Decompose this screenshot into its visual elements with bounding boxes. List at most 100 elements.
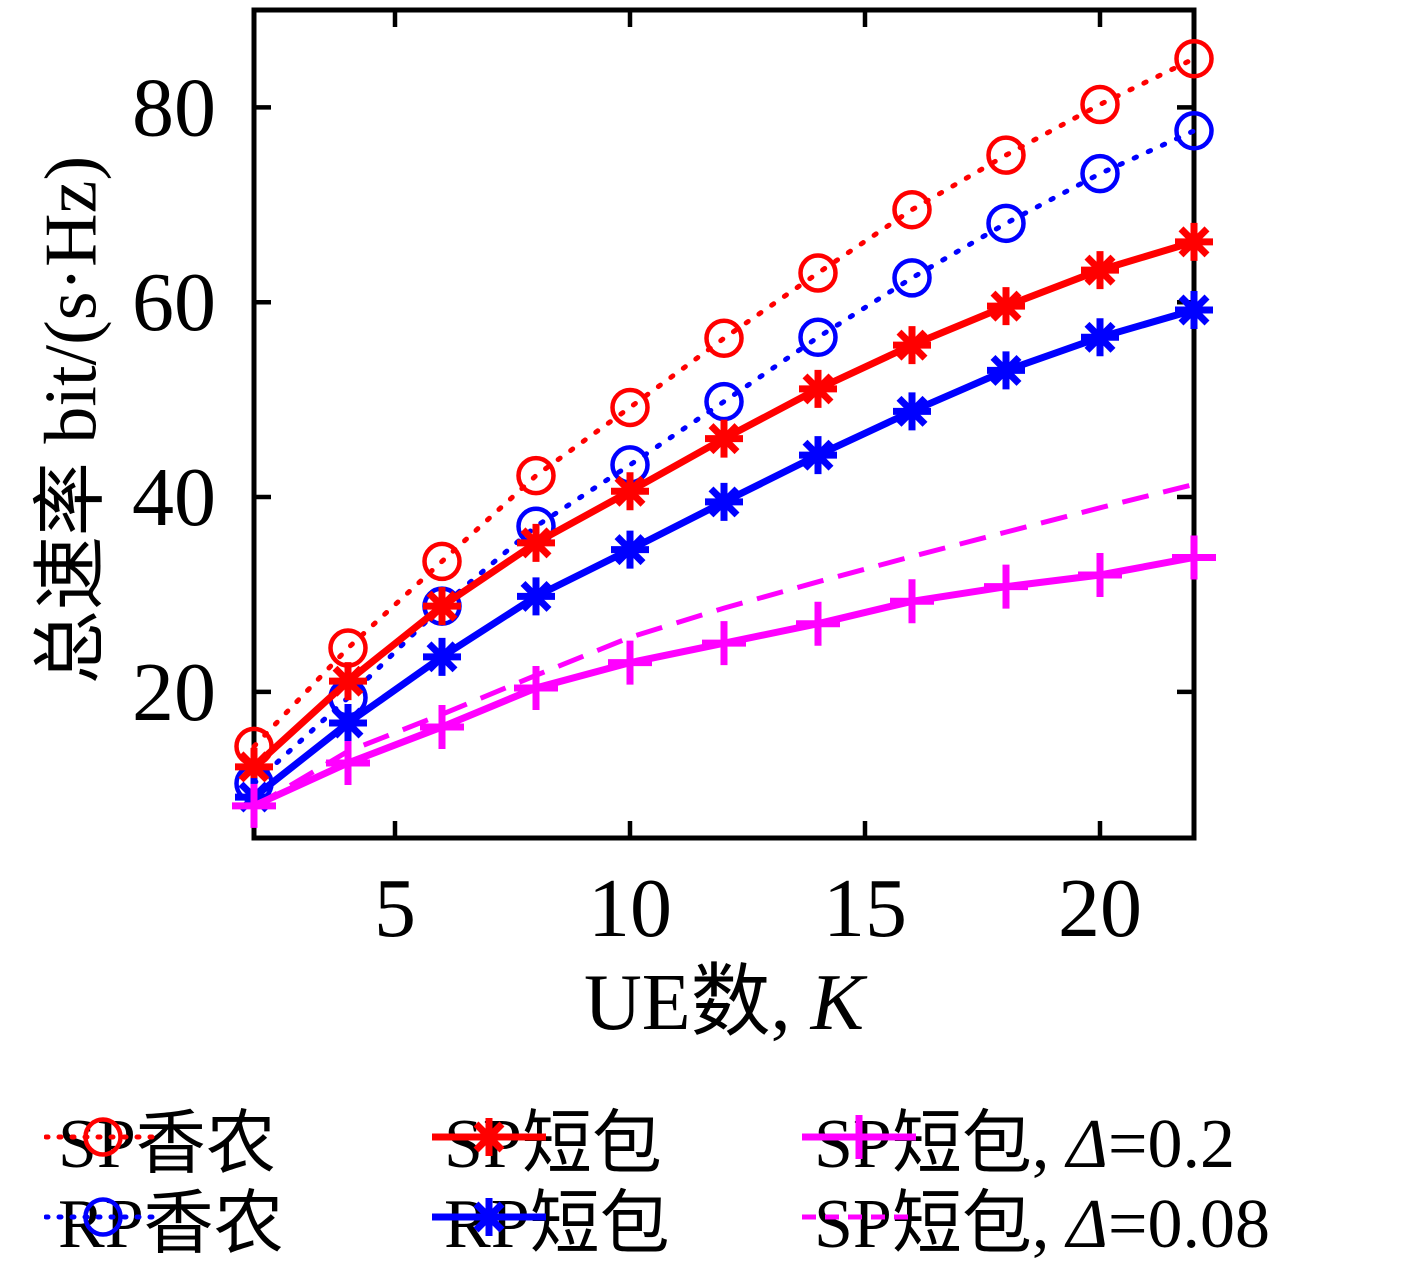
asterisk-marker — [423, 587, 461, 626]
asterisk-marker — [893, 392, 931, 431]
circle-marker-shape — [83, 1197, 123, 1237]
asterisk-d2 — [614, 534, 646, 566]
legend-asterisk-marker — [470, 1198, 508, 1236]
asterisk-d2 — [802, 373, 834, 405]
legend-sample — [44, 1117, 162, 1157]
plus-marker — [608, 640, 652, 685]
asterisk-marker — [611, 472, 649, 511]
plus-marker — [1078, 552, 1122, 597]
x-tick-label: 5 — [374, 862, 416, 955]
plus-marker — [326, 740, 370, 785]
asterisk-marker — [517, 523, 555, 562]
y-axis-label: 总速率 bit/(s·Hz) — [30, 155, 113, 685]
asterisk-d2 — [614, 475, 646, 507]
plus-marker — [890, 579, 934, 624]
x-tick-label: 10 — [588, 862, 672, 955]
circle-marker — [986, 135, 1026, 175]
circle-marker — [328, 628, 368, 668]
x-tick-label: 15 — [823, 862, 907, 955]
circle-marker-shape — [704, 381, 744, 422]
plus-marker — [514, 665, 558, 710]
legend-asterisk-marker — [470, 1118, 508, 1156]
asterisk-d2 — [332, 665, 364, 697]
asterisk-marker — [893, 326, 931, 365]
asterisk-marker — [705, 419, 743, 458]
plus-marker — [796, 601, 840, 646]
legend-item-4: RP短包 — [430, 1177, 670, 1263]
asterisk-d2 — [1178, 226, 1210, 258]
series-line — [252, 554, 1195, 810]
circle-marker — [1080, 153, 1120, 194]
legend-item-1: SP香农 — [44, 1097, 276, 1183]
circle-marker — [798, 317, 838, 358]
legend-label: SP短包, Δ=0.08 — [814, 1185, 1270, 1263]
plus-marker — [984, 564, 1028, 609]
circle-marker-shape — [1080, 153, 1120, 194]
legend-item-6: SP短包, Δ=0.08 — [800, 1177, 1270, 1263]
circle-marker — [610, 387, 650, 428]
circle-marker-shape — [83, 1117, 123, 1157]
circle-marker-shape — [798, 317, 838, 358]
legend-item-3: SP短包 — [430, 1097, 662, 1183]
y-tick-label: 20 — [132, 646, 216, 739]
asterisk-d2 — [520, 580, 552, 612]
asterisk-marker — [799, 436, 837, 475]
series-line — [252, 481, 1195, 809]
asterisk-marker — [799, 369, 837, 408]
series-line — [251, 56, 1197, 749]
asterisk-marker — [329, 662, 367, 701]
asterisk-marker — [611, 530, 649, 569]
circle-marker-shape — [986, 203, 1026, 244]
circle-marker — [798, 253, 838, 293]
asterisk-d2 — [520, 527, 552, 559]
circle-marker-shape — [1174, 38, 1214, 79]
asterisk-d2 — [896, 329, 928, 361]
series-line — [251, 128, 1197, 786]
circle-marker — [422, 541, 462, 582]
asterisk-d2 — [332, 707, 364, 739]
circle-marker — [892, 189, 932, 230]
x-tick-label: 20 — [1058, 862, 1142, 955]
asterisk-marker — [987, 287, 1025, 326]
asterisk-d2 — [708, 423, 740, 455]
plus-marker — [420, 704, 464, 749]
asterisk-marker — [1081, 318, 1119, 357]
circle-marker — [704, 318, 744, 359]
asterisk-d2 — [426, 641, 458, 673]
circle-marker — [704, 381, 744, 422]
plus-marker — [1172, 535, 1216, 580]
plot-border — [251, 7, 1197, 841]
asterisk-d2 — [802, 439, 834, 471]
circle-marker-shape — [798, 253, 838, 293]
circle-marker-shape — [610, 387, 650, 428]
plus-marker — [702, 621, 746, 666]
circle-marker-shape — [1080, 84, 1120, 125]
asterisk-d2 — [473, 1121, 505, 1153]
legend-sample — [802, 1115, 916, 1159]
legend-item-5: SP短包, Δ=0.2 — [800, 1097, 1235, 1183]
legend-plus-marker — [837, 1115, 881, 1159]
circle-marker-shape — [892, 258, 932, 298]
asterisk-d2 — [426, 590, 458, 622]
x-axis-label-text: UE数, — [584, 959, 791, 1047]
y-tick-label: 40 — [132, 451, 216, 544]
circle-marker — [986, 203, 1026, 244]
legend-label: RP香农 — [58, 1185, 284, 1263]
asterisk-marker — [1175, 291, 1213, 330]
asterisk-marker — [1081, 251, 1119, 290]
series-4 — [235, 291, 1213, 817]
asterisk-d2 — [238, 751, 270, 783]
series-3 — [235, 222, 1213, 786]
asterisk-d2 — [1178, 294, 1210, 326]
legend-circle-marker — [83, 1117, 123, 1157]
legend-label: SP短包, Δ=0.2 — [814, 1105, 1235, 1183]
y-tick-label: 60 — [132, 256, 216, 349]
delta-symbol: Δ — [1066, 1105, 1108, 1183]
circle-marker-shape — [704, 318, 744, 359]
asterisk-marker — [423, 637, 461, 676]
asterisk-d2 — [1084, 321, 1116, 353]
circle-marker-shape — [986, 135, 1026, 175]
x-axis-label-variable: K — [810, 959, 864, 1047]
